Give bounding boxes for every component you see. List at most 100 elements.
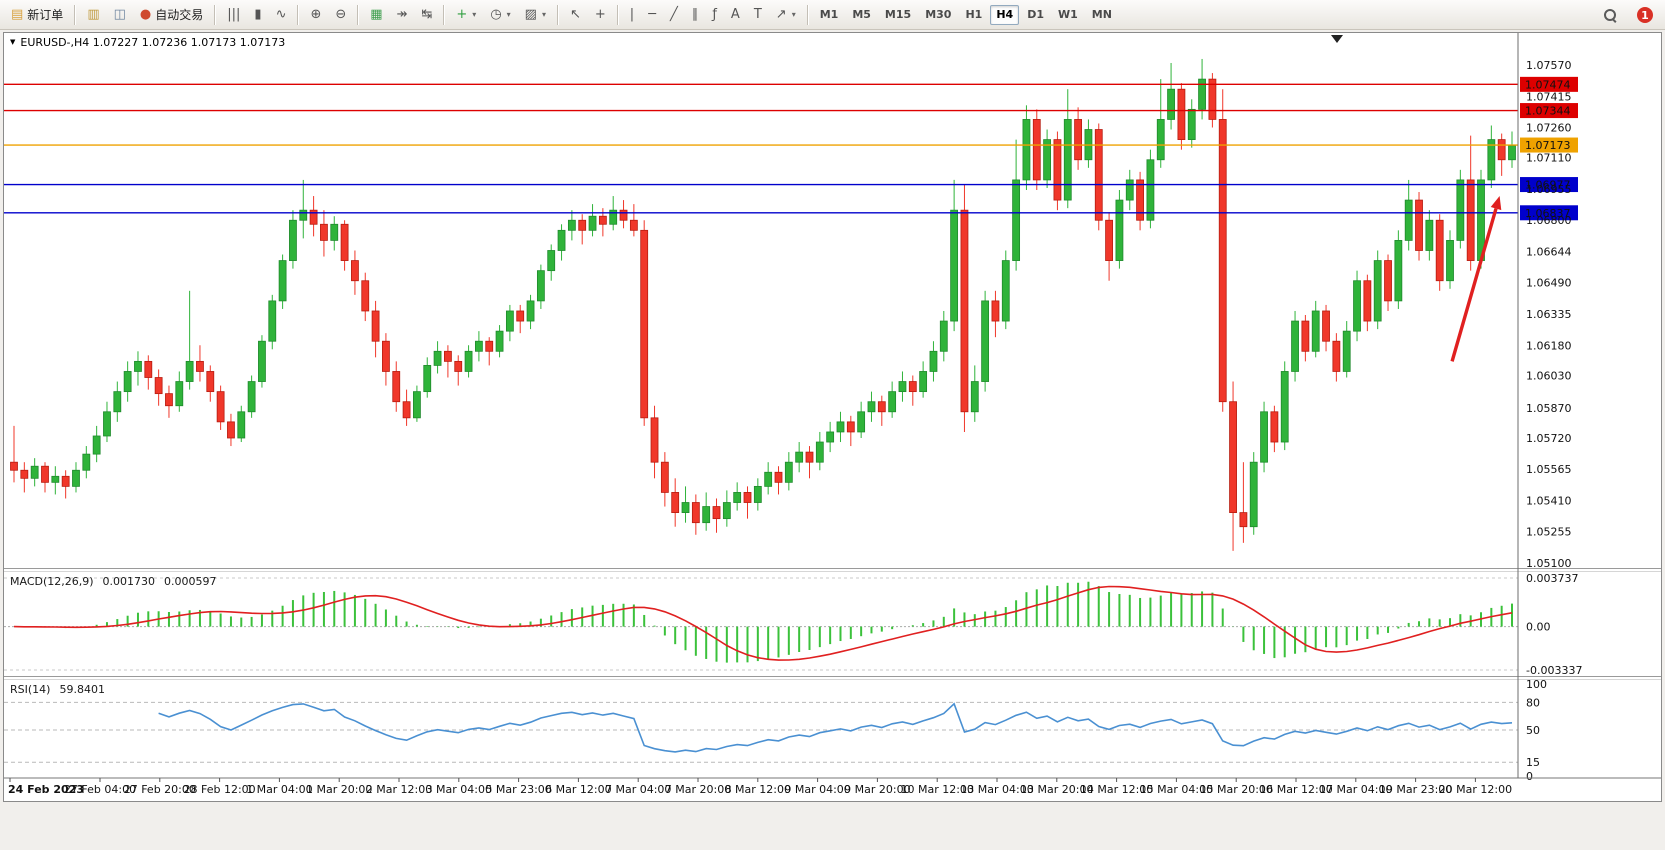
svg-text:13 Mar 04:00: 13 Mar 04:00 (960, 783, 1033, 796)
crosshair-button[interactable]: + (589, 3, 612, 27)
svg-text:1 Mar 20:00: 1 Mar 20:00 (306, 783, 372, 796)
price-tag-1.06977 (1520, 177, 1578, 193)
svg-text:1.05100: 1.05100 (1526, 557, 1572, 570)
arrow-tools-button[interactable]: ↗ ▾ (770, 3, 802, 27)
svg-text:17 Mar 04:00: 17 Mar 04:00 (1319, 783, 1392, 796)
price-tag-1.07173 (1520, 137, 1578, 153)
add-indicator-icon: + (456, 6, 468, 22)
chart-canvas[interactable]: 1.074741.073441.071731.069771.068371.075… (0, 30, 1665, 850)
channel-button[interactable]: ∥ (686, 3, 705, 27)
timeframe-m5-button[interactable]: M5 (852, 7, 871, 21)
vertical-line-icon: | (629, 6, 635, 22)
notification-badge[interactable]: 1 (1637, 7, 1653, 23)
macd-pane (4, 577, 1518, 671)
chart-ohlc-title: EURUSD-,H4 1.07227 1.07236 1.07173 1.071… (20, 36, 286, 49)
macd-value-signal: 0.000597 (164, 575, 217, 588)
chart-menu-arrow-icon[interactable]: ▼ (10, 38, 16, 46)
svg-text:28 Feb 12:00: 28 Feb 12:00 (184, 783, 256, 796)
trendline-button[interactable]: ╱ (664, 3, 684, 27)
candlestick-chart-button[interactable]: ▮ (248, 3, 267, 27)
svg-text:80: 80 (1526, 696, 1540, 709)
svg-text:14 Mar 12:00: 14 Mar 12:00 (1080, 783, 1153, 796)
rsi-value: 59.8401 (59, 683, 105, 696)
rsi-name: RSI(14) (10, 683, 51, 696)
trend-arrow[interactable] (1450, 196, 1502, 362)
svg-text:1.06955: 1.06955 (1526, 183, 1572, 196)
timeframe-m15-button[interactable]: M15 (884, 7, 912, 21)
tile-windows-button[interactable]: ▦ (364, 3, 388, 27)
label-icon: T (753, 6, 762, 22)
timeframe-h4-button[interactable]: H4 (990, 4, 1020, 25)
rsi-line (158, 702, 1513, 753)
price-tag-1.06837 (1520, 205, 1578, 221)
templates-button[interactable]: ▨ ▾ (519, 3, 552, 27)
add-indicator-button[interactable]: + ▾ (450, 3, 482, 27)
macd-indicator-label: MACD(12,26,9) 0.001730 0.000597 (10, 575, 217, 588)
svg-text:15: 15 (1526, 756, 1540, 769)
macd-name: MACD(12,26,9) (10, 575, 94, 588)
svg-text:1.06030: 1.06030 (1526, 369, 1572, 382)
svg-text:1.06644: 1.06644 (1526, 246, 1572, 259)
timeframe-m1-button[interactable]: M1 (819, 7, 839, 21)
toolbar-separator (806, 4, 809, 25)
svg-text:1.05565: 1.05565 (1526, 463, 1572, 476)
line-chart-icon: ∿ (275, 6, 287, 22)
new-order-button-label: 新订单 (27, 8, 64, 22)
svg-text:27 Feb 04:00: 27 Feb 04:00 (64, 783, 136, 796)
auto-scroll-button[interactable]: ↠ (391, 3, 414, 27)
search-button[interactable] (1597, 3, 1624, 27)
line-chart-button[interactable]: ∿ (270, 3, 293, 27)
chart-shift-button[interactable]: ↹ (415, 3, 438, 27)
timeframe-m30-button[interactable]: M30 (925, 7, 952, 21)
price-axis: 1.07570 1.07415 1.07260 1.07110 1.06955 1.068… (1526, 59, 1572, 570)
svg-text:8 Mar 12:00: 8 Mar 12:00 (725, 783, 791, 796)
vertical-line-button[interactable]: | (624, 3, 640, 27)
svg-text:15 Mar 04:00: 15 Mar 04:00 (1140, 783, 1213, 796)
horizontal-line-button[interactable]: ─ (642, 3, 662, 27)
autotrading-button[interactable]: ● 自动交易 (134, 3, 209, 27)
svg-text:1.06490: 1.06490 (1526, 277, 1572, 290)
svg-text:2 Mar 12:00: 2 Mar 12:00 (366, 783, 432, 796)
price-tag-1.07474 (1520, 76, 1578, 92)
toolbar-separator (74, 4, 77, 25)
timeframe-h1-button[interactable]: H1 (965, 7, 983, 21)
chart-shift-marker[interactable] (1331, 35, 1343, 43)
toolbar-separator (297, 4, 300, 25)
price-tag-text: 1.07474 (1525, 78, 1571, 91)
periods-icon: ◷ (490, 6, 502, 22)
svg-text:24 Feb 2023: 24 Feb 2023 (8, 783, 84, 796)
zoom-out-button[interactable]: ⊖ (329, 3, 352, 27)
candlestick-chart-icon: ▮ (254, 6, 262, 22)
zoom-in-button[interactable]: ⊕ (304, 3, 327, 27)
cursor-button[interactable]: ↖ (564, 3, 587, 27)
toolbar: ▤ 新订单 ▥ ◫ ● 自动交易 ||| ▮ ∿ ⊕ ⊖ ▦ ↠ ↹ + ▾ ◷ ▾ ▨ ▾ ↖ + | ─ ╱ ∥ ƒ A T ↗ ▾ M1… (0, 0, 1665, 30)
new-order-button[interactable]: ▤ 新订单 (5, 3, 69, 27)
data-window-button[interactable]: ◫ (108, 3, 132, 27)
svg-text:1.07260: 1.07260 (1526, 122, 1572, 135)
toolbar-separator (357, 4, 360, 25)
chart-window-border (3, 32, 1662, 802)
chart-window-background (3, 33, 1662, 801)
timeframe-mn-button[interactable]: MN (1091, 7, 1112, 21)
templates-icon: ▨ (524, 6, 537, 22)
periods-button[interactable]: ◷ ▾ (484, 3, 516, 27)
svg-text:1.07570: 1.07570 (1526, 59, 1572, 72)
label-button[interactable]: T (748, 3, 768, 27)
svg-text:5 Mar 23:00: 5 Mar 23:00 (485, 783, 551, 796)
autotrading-icon: ● (139, 6, 152, 22)
fibonacci-button[interactable]: ƒ (706, 3, 723, 27)
horizontal-line-icon: ─ (648, 6, 657, 22)
data-window-icon: ◫ (113, 6, 126, 22)
svg-text:19 Mar 23:00: 19 Mar 23:00 (1379, 783, 1452, 796)
timeframe-group: M1 M5 M15 M30 H1 H4 D1 W1 MN (813, 4, 1119, 25)
rsi-pane (4, 701, 1518, 763)
arrow-tools-icon: ↗ (775, 6, 787, 22)
charts-button[interactable]: ▥ (81, 3, 105, 27)
bar-chart-button[interactable]: ||| (221, 3, 246, 27)
timeframe-w1-button[interactable]: W1 (1058, 7, 1078, 21)
text-button[interactable]: A (725, 3, 746, 27)
timeframe-d1-button[interactable]: D1 (1027, 7, 1044, 21)
cursor-icon: ↖ (569, 6, 581, 22)
toolbar-separator (556, 4, 559, 25)
